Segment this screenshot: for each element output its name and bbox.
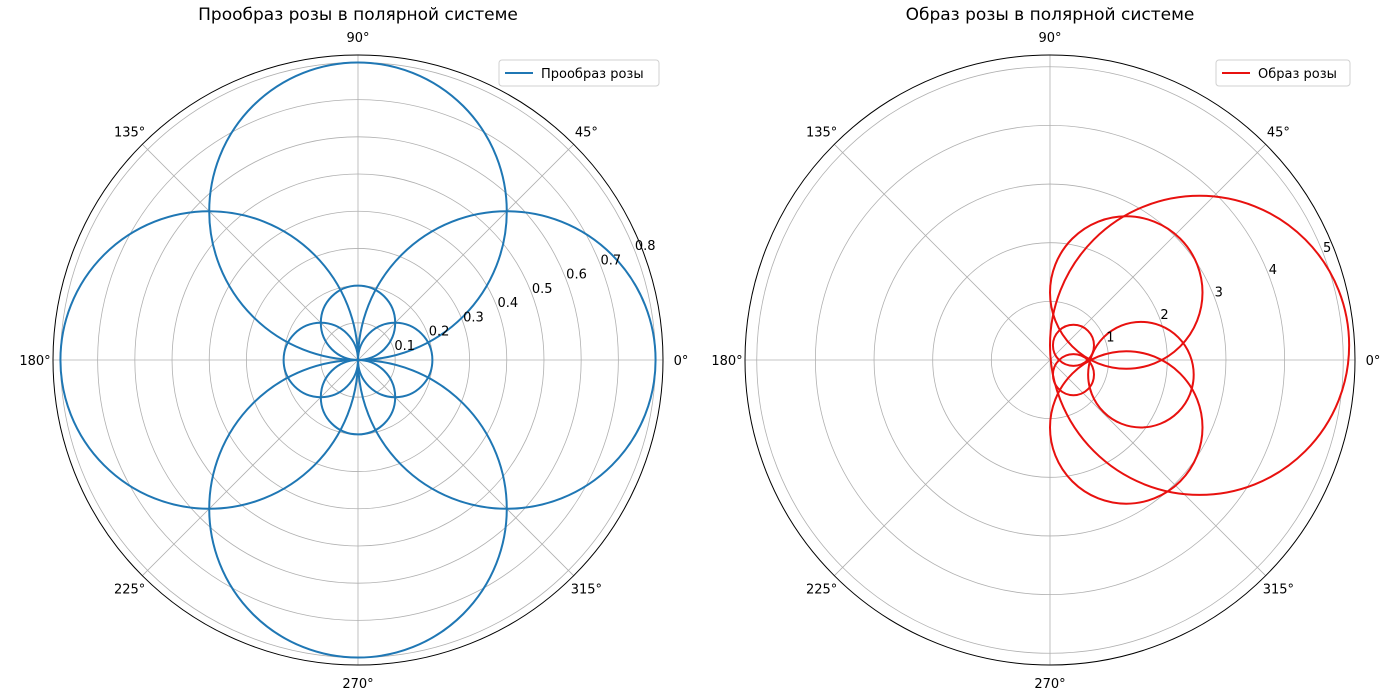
radial-tick-label: 0.1	[394, 339, 415, 354]
left-chart-title: Прообраз розы в полярной системе	[198, 5, 518, 25]
angle-tick-label: 90°	[1038, 31, 1061, 46]
angular-gridline	[1049, 144, 1266, 361]
angle-tick-label: 135°	[806, 126, 837, 141]
angle-tick-label: 45°	[575, 126, 598, 141]
legend-label: Образ розы	[1258, 67, 1337, 82]
angle-tick-label: 225°	[806, 582, 837, 597]
angular-gridline	[357, 359, 574, 576]
radial-tick-label: 0.6	[566, 268, 587, 283]
angular-gridline	[834, 144, 1051, 361]
radial-tick-label: 0.4	[497, 296, 518, 311]
angular-gridline	[142, 359, 359, 576]
series-curve	[1087, 320, 1195, 429]
legend-box	[498, 59, 660, 87]
radial-tick-label: 4	[1269, 263, 1277, 278]
angle-tick-label: 90°	[346, 31, 369, 46]
legend-label: Прообраз розы	[541, 67, 644, 82]
angle-tick-label: 0°	[674, 354, 689, 369]
left-polar-chart: 0° 45° 90° 135° 180° 225° 270° 315° 0.1 0.2 0.3 0.4…	[19, 31, 688, 692]
legend-box	[1215, 59, 1351, 87]
angle-tick-label: 270°	[342, 677, 373, 692]
angle-tick-label: 135°	[114, 126, 145, 141]
radial-tick-label: 3	[1215, 286, 1223, 301]
radial-tick-label: 0.8	[635, 239, 656, 254]
radial-tick-label: 0.3	[463, 310, 484, 325]
series-curve	[1049, 194, 1351, 496]
angle-tick-label: 315°	[571, 582, 602, 597]
angle-tick-label: 270°	[1034, 677, 1065, 692]
angle-tick-label: 0°	[1366, 354, 1381, 369]
series-curve	[1051, 323, 1095, 367]
series-curve	[1049, 215, 1204, 370]
series-curve	[1049, 350, 1204, 505]
radial-tick-label: 5	[1323, 241, 1331, 256]
radial-tick-label: 0.5	[532, 282, 553, 297]
right-polar-chart: 0° 45° 90° 135° 180° 225° 270° 315° 1 2 3 4 5 Образ р…	[711, 31, 1380, 692]
radial-tick-label: 0.2	[429, 325, 450, 340]
polar-spine	[744, 54, 1356, 666]
angle-tick-label: 180°	[19, 354, 50, 369]
angular-gridline	[834, 359, 1051, 576]
angle-tick-label: 225°	[114, 582, 145, 597]
radial-tick-label: 2	[1160, 308, 1168, 323]
angle-tick-label: 315°	[1263, 582, 1294, 597]
angular-gridline	[1049, 359, 1266, 576]
radial-tick-label: 0.7	[601, 253, 622, 268]
right-chart-title: Образ розы в полярной системе	[906, 5, 1195, 25]
angular-gridline	[357, 144, 574, 361]
angle-tick-label: 45°	[1267, 126, 1290, 141]
series-curve	[1051, 353, 1095, 397]
series-curve	[282, 321, 359, 399]
polar-spine	[52, 54, 664, 666]
radial-tick-label: 1	[1106, 331, 1114, 346]
angle-tick-label: 180°	[711, 354, 742, 369]
angular-gridline	[142, 144, 359, 361]
